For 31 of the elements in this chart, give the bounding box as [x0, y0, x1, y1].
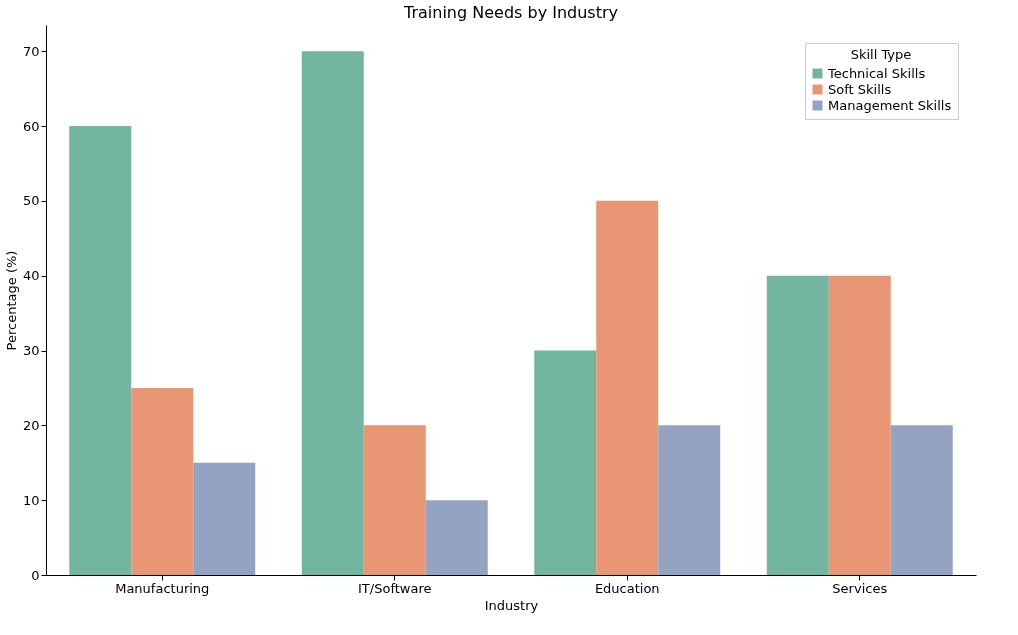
bar [301, 51, 364, 575]
x-tick-label: Manufacturing [115, 580, 210, 596]
bar [596, 200, 659, 575]
bar [131, 387, 194, 575]
y-tick-label: 0 [31, 567, 40, 583]
bar [69, 126, 132, 575]
legend-label: Soft Skills [828, 81, 892, 97]
bar [193, 462, 256, 575]
legend-title: Skill Type [850, 47, 912, 62]
chart-title: Training Needs by Industry [403, 3, 618, 22]
bar [890, 425, 953, 575]
y-tick-label: 30 [22, 343, 40, 359]
x-tick-label: IT/Software [358, 580, 432, 596]
y-tick-label: 40 [22, 268, 40, 284]
bar [658, 425, 721, 575]
y-tick-label: 10 [22, 492, 40, 508]
x-tick-label: Education [594, 580, 660, 596]
bar [363, 425, 426, 575]
bar [828, 275, 891, 575]
y-tick-label: 70 [22, 43, 40, 59]
x-axis-title: Industry [484, 597, 539, 613]
bar [766, 275, 829, 575]
bar [425, 500, 488, 575]
legend-label: Management Skills [828, 97, 952, 113]
bar [534, 350, 597, 575]
x-tick-label: Services [832, 580, 888, 596]
y-tick-label: 50 [22, 193, 40, 209]
y-tick-label: 20 [22, 417, 40, 433]
y-tick-label: 60 [22, 118, 40, 134]
legend-label: Technical Skills [827, 65, 926, 81]
y-axis-title: Percentage (%) [3, 250, 19, 351]
